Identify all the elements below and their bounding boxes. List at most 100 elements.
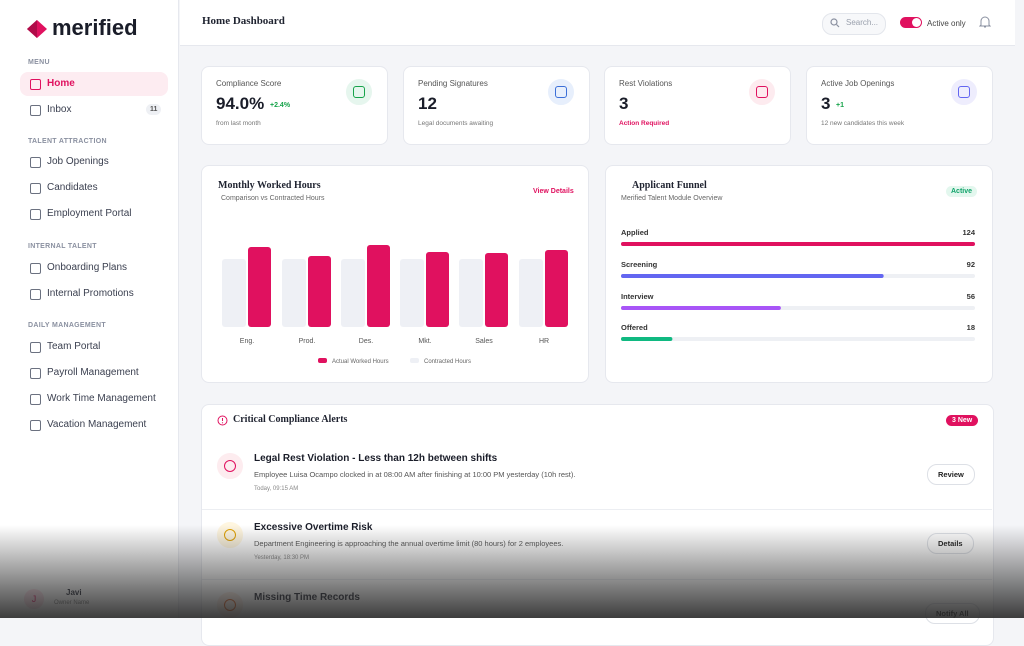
bar <box>519 259 543 327</box>
search[interactable] <box>822 13 886 35</box>
funnel-label: Interview <box>621 292 654 301</box>
nav-icon <box>30 157 41 168</box>
nav-badge: 11 <box>146 104 162 115</box>
bar <box>545 250 568 327</box>
alerts-title: Critical Compliance Alerts <box>233 414 348 425</box>
bar <box>308 256 331 327</box>
x-tick-label: Sales <box>475 338 493 345</box>
nav-icon <box>30 368 41 379</box>
stat-value: 3 <box>619 94 629 113</box>
nav-item[interactable]: Vacation Management <box>47 419 147 430</box>
nav-item[interactable]: Work Time Management <box>47 393 156 404</box>
nav-item[interactable]: Employment Portal <box>47 208 132 219</box>
stat-delta: +1 <box>836 102 844 109</box>
legend-label: Contracted Hours <box>424 359 471 365</box>
x-tick-label: Prod. <box>299 338 316 345</box>
nav-icon <box>30 183 41 194</box>
bar <box>400 259 424 327</box>
fade-overlay <box>0 525 1024 618</box>
funnel-label: Applied <box>621 228 649 237</box>
alert-description: Employee Luisa Ocampo clocked in at 08:0… <box>254 470 576 479</box>
funnel-track <box>621 337 975 341</box>
funnel-value: 56 <box>967 292 975 301</box>
nav-item[interactable]: Candidates <box>47 182 98 193</box>
legend-label: Actual Worked Hours <box>332 359 389 365</box>
bar <box>426 252 449 327</box>
funnel-label: Screening <box>621 260 658 269</box>
funnel-value: 124 <box>962 228 975 237</box>
stat-icon <box>346 79 372 105</box>
active-bg <box>20 72 168 96</box>
stat-note: Legal documents awaiting <box>418 120 494 127</box>
search-icon <box>830 18 840 28</box>
sidebar <box>0 0 179 618</box>
section-title: MENU <box>28 59 50 66</box>
nav-icon <box>30 289 41 300</box>
nav-item[interactable]: Job Openings <box>47 156 109 167</box>
funnel-label: Offered <box>621 323 648 332</box>
view-details[interactable]: View Details <box>533 188 574 195</box>
funnel-title: Applicant Funnel <box>632 180 707 191</box>
bar <box>341 259 365 327</box>
bell[interactable] <box>979 15 991 29</box>
alerts-badge: 3 New <box>946 415 979 426</box>
bar <box>459 259 483 327</box>
toggle[interactable] <box>900 17 922 28</box>
logo-icon <box>27 20 47 38</box>
section-title: INTERNAL TALENT <box>28 243 97 250</box>
nav-icon <box>30 394 41 405</box>
funnel-badge: Active <box>946 186 978 197</box>
toggle-label: Active only <box>927 19 966 28</box>
stat-note: from last month <box>216 120 261 127</box>
stat-value: 12 <box>418 94 437 113</box>
funnel-value: 18 <box>967 323 975 332</box>
nav-item[interactable]: Inbox <box>47 104 72 115</box>
nav-icon <box>30 79 41 90</box>
stat-value: 3 <box>821 94 831 113</box>
section-title: TALENT ATTRACTION <box>28 138 107 145</box>
nav-icon <box>30 105 41 116</box>
nav-item[interactable]: Internal Promotions <box>47 288 134 299</box>
funnel-value: 92 <box>967 260 975 269</box>
x-tick-label: Eng. <box>240 338 254 345</box>
alert-button[interactable]: Review <box>927 464 975 485</box>
nav-item[interactable]: Home <box>47 78 75 89</box>
nav-icon <box>30 209 41 220</box>
x-tick-label: Des. <box>359 338 373 345</box>
stat-note: 12 new candidates this week <box>821 120 905 127</box>
toggle-knob <box>912 18 921 27</box>
chart-title: Monthly Worked Hours <box>218 180 321 191</box>
bar-chart: Eng. Prod. Des. Mkt. Sales HR Actual Worked Ho… <box>222 245 568 365</box>
stat-label: Pending Signatures <box>418 79 488 88</box>
funnel-bar <box>621 306 781 310</box>
stat-icon <box>548 79 574 105</box>
funnel-chart: Applied 124 Screening 92 Interview 56 Offered 1… <box>621 228 976 341</box>
nav-icon <box>30 342 41 353</box>
alert-time: Today, 09:15 AM <box>254 486 299 492</box>
stat-note: Action Required <box>619 120 670 127</box>
logo: merified <box>52 15 138 40</box>
stat-icon <box>749 79 775 105</box>
alert-icon <box>217 453 243 479</box>
bar <box>248 247 271 327</box>
alert-title: Legal Rest Violation - Less than 12h bet… <box>254 453 498 464</box>
stat-delta: +2.4% <box>270 102 291 109</box>
nav-item[interactable]: Payroll Management <box>47 367 139 378</box>
header <box>180 0 1015 46</box>
x-tick-label: Mkt. <box>418 338 431 345</box>
bar <box>367 245 390 327</box>
alert-icon <box>217 415 228 426</box>
stat-value: 94.0% <box>216 94 265 113</box>
stat-label: Active Job Openings <box>821 79 895 88</box>
nav-item[interactable]: Onboarding Plans <box>47 262 128 273</box>
search-placeholder: Search... <box>846 18 879 27</box>
chart-subtitle: Comparison vs Contracted Hours <box>221 195 325 202</box>
bar <box>485 253 508 327</box>
nav-icon <box>30 263 41 274</box>
nav-item[interactable]: Team Portal <box>47 341 101 352</box>
stat-card <box>604 66 791 145</box>
funnel-bar <box>621 242 975 246</box>
bar <box>222 259 246 327</box>
stat-card <box>806 66 993 145</box>
